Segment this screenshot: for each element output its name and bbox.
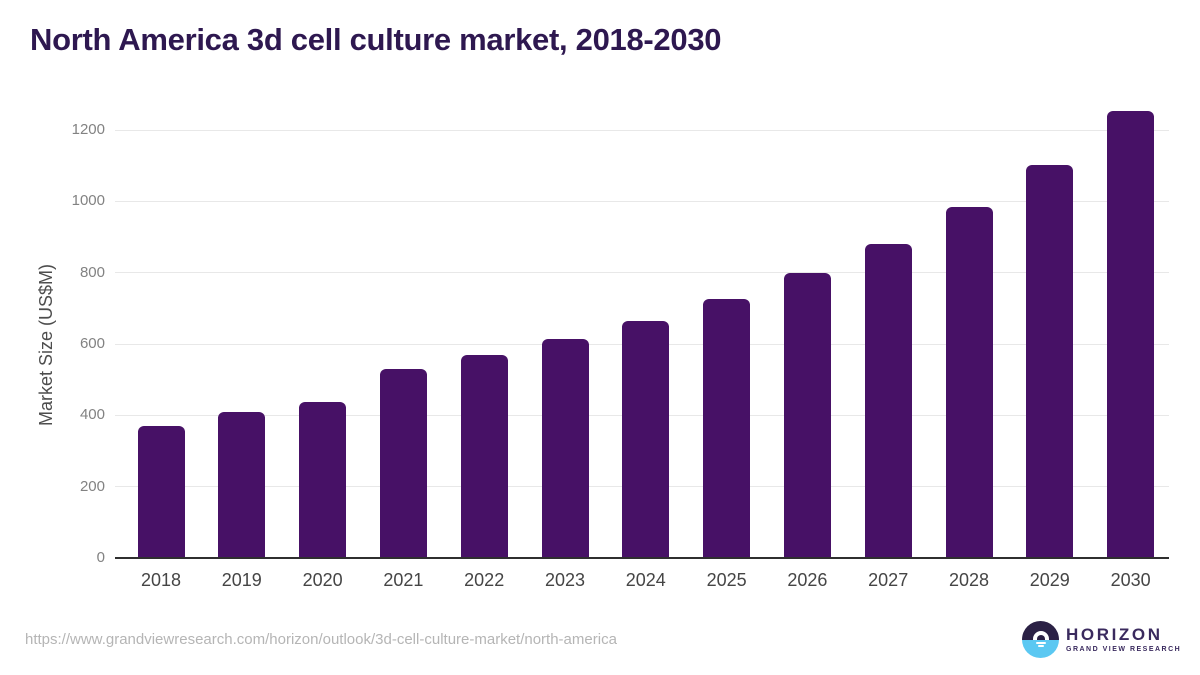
bar-2027 (864, 244, 912, 558)
logo-sea-half (1022, 639, 1059, 658)
logo-ripple (1037, 645, 1044, 647)
y-tick-label: 1200 (71, 121, 105, 138)
x-tick-label: 2023 (544, 570, 586, 590)
y-tick-label: 0 (96, 549, 105, 566)
logo-ripple (1035, 641, 1046, 644)
x-tick-label: 2020 (302, 570, 343, 590)
bar-2023 (541, 338, 589, 558)
logo-tagline-text: GRAND VIEW RESEARCH (1066, 645, 1182, 653)
x-tick-label: 2021 (383, 570, 424, 590)
x-tick-label: 2025 (706, 570, 747, 590)
x-tick-label: 2024 (625, 570, 666, 590)
x-tick-label: 2022 (464, 570, 505, 590)
y-tick-label: 400 (79, 406, 105, 424)
bar-2026 (783, 273, 831, 558)
bar-2018 (137, 425, 185, 558)
x-axis-line (115, 557, 1169, 559)
horizon-logo-icon (1022, 621, 1059, 658)
bar-2019 (218, 411, 266, 558)
logo-sky-half (1022, 621, 1059, 640)
y-tick-label: 200 (79, 477, 105, 495)
x-tick-label: 2027 (868, 570, 909, 590)
logo-brand-text: HORIZON (1066, 624, 1163, 644)
x-tick-label: 2029 (1029, 570, 1070, 590)
horizon-logo: HORIZON GRAND VIEW RESEARCH (1022, 621, 1181, 658)
source-url: https://www.grandviewresearch.com/horizo… (25, 631, 617, 648)
y-tick-label: 1000 (71, 192, 105, 210)
bar-2021 (379, 368, 427, 558)
gridline (115, 272, 1169, 274)
bar-2030 (1107, 110, 1155, 558)
x-tick-label: 2018 (140, 570, 182, 590)
y-tick-label: 800 (79, 263, 105, 281)
x-tick-label: 2026 (787, 570, 828, 590)
gridline (115, 129, 1169, 131)
bar-2028 (945, 207, 993, 558)
bar-2024 (622, 321, 670, 558)
bar-2029 (1026, 164, 1074, 558)
chart-title: North America 3d cell culture market, 20… (30, 22, 722, 57)
bar-2025 (703, 299, 751, 558)
logo-text-block: HORIZON GRAND VIEW RESEARCH (1066, 624, 1182, 654)
x-tick-label: 2030 (1110, 570, 1151, 590)
logo-sun-dome-cut (1036, 635, 1045, 640)
x-tick-label: 2019 (221, 570, 262, 590)
bar-2020 (299, 402, 347, 558)
y-tick-label: 600 (79, 335, 105, 352)
x-tick-label: 2028 (948, 570, 990, 590)
bar-2022 (460, 354, 508, 558)
gridline (115, 200, 1169, 202)
